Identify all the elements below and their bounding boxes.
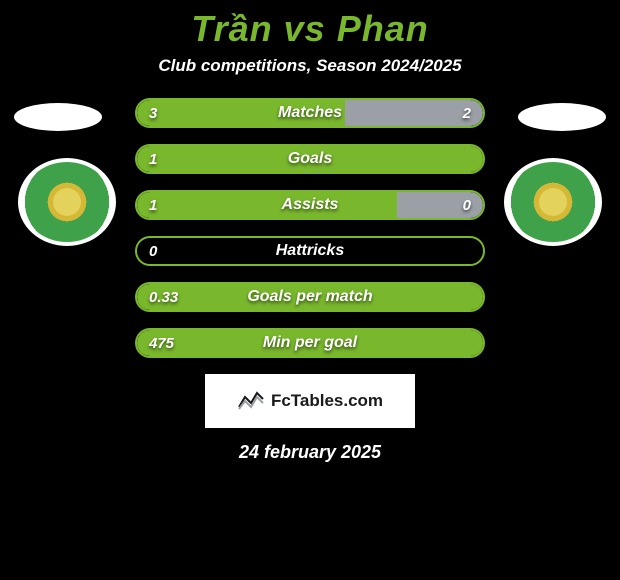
stat-value-left: 0 [149, 236, 157, 266]
stat-value-right: 2 [463, 98, 471, 128]
stat-label: Matches [135, 98, 485, 128]
stat-value-right: 0 [463, 190, 471, 220]
stat-label: Assists [135, 190, 485, 220]
player-marker-right [518, 103, 606, 131]
stat-value-left: 475 [149, 328, 174, 358]
stat-bars: Matches32Goals1Assists10Hattricks0Goals … [135, 98, 485, 358]
club-logo-right [504, 158, 602, 246]
stat-label: Hattricks [135, 236, 485, 266]
watermark-icon [237, 387, 265, 416]
stat-label: Goals per match [135, 282, 485, 312]
stat-row: Matches3 2 [135, 98, 485, 128]
stat-row: Goals per match0.33 [135, 282, 485, 312]
subtitle: Club competitions, Season 2024/2025 [0, 56, 620, 76]
stat-row: Goals1 [135, 144, 485, 174]
stat-row: Hattricks0 [135, 236, 485, 266]
stat-label: Min per goal [135, 328, 485, 358]
stat-value-left: 1 [149, 144, 157, 174]
date-line: 24 february 2025 [0, 442, 620, 463]
player-marker-left [14, 103, 102, 131]
stat-value-left: 1 [149, 190, 157, 220]
stat-label: Goals [135, 144, 485, 174]
stat-row: Assists1 0 [135, 190, 485, 220]
club-logo-left [18, 158, 116, 246]
stat-row: Min per goal475 [135, 328, 485, 358]
stat-value-left: 0.33 [149, 282, 178, 312]
watermark-text: FcTables.com [271, 391, 383, 411]
watermark: FcTables.com [205, 374, 415, 428]
stat-value-left: 3 [149, 98, 157, 128]
page-title: Trần vs Phan [0, 0, 620, 50]
comparison-panel: Matches32Goals1Assists10Hattricks0Goals … [0, 98, 620, 463]
